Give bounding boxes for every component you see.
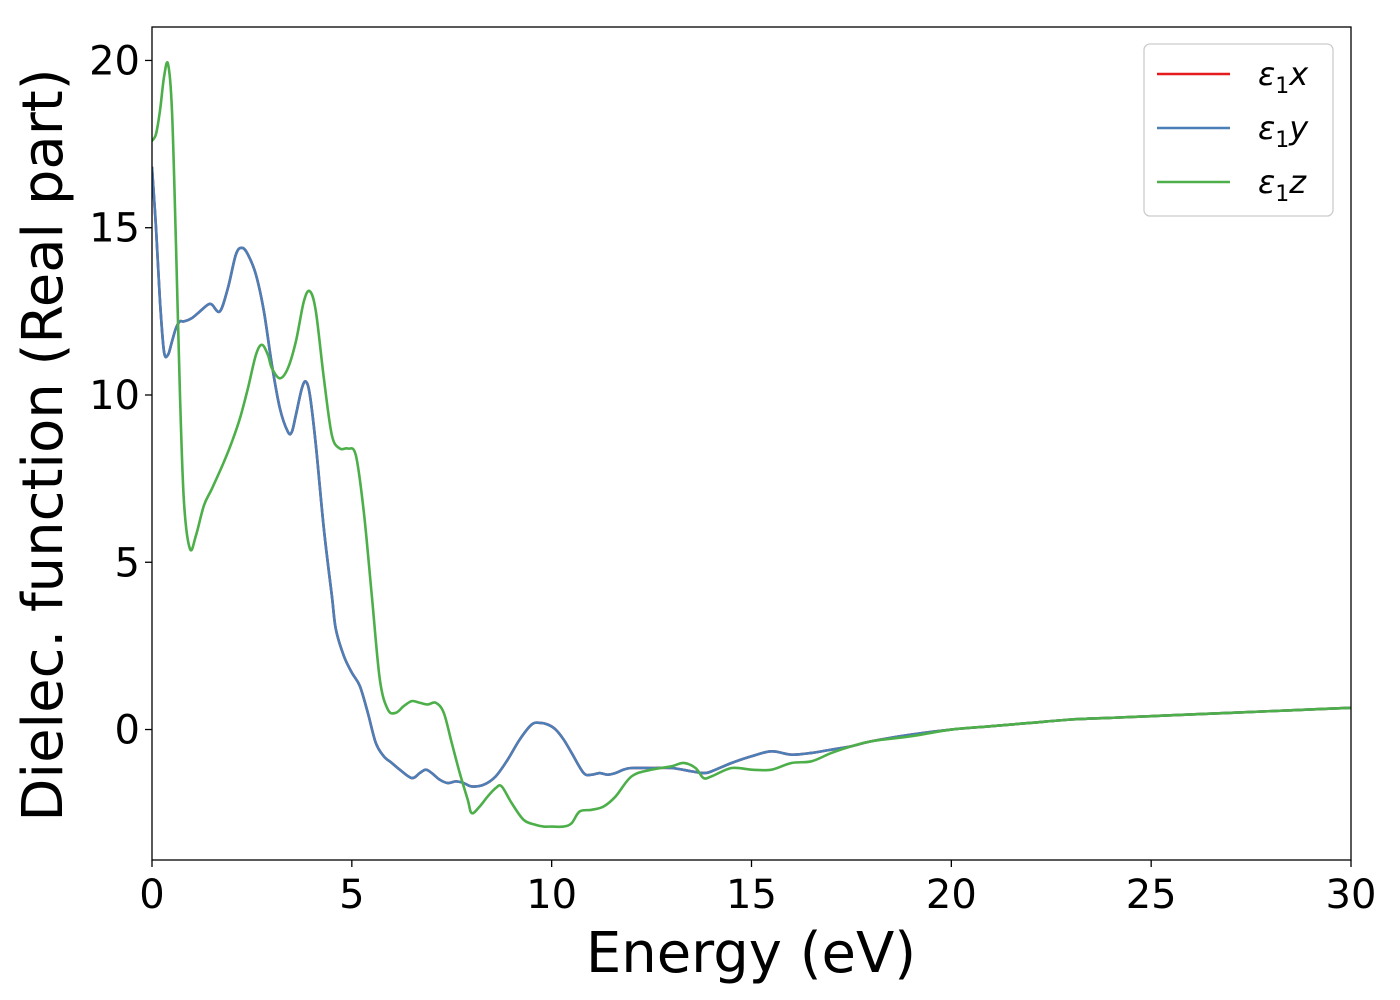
x-tick-label: 0 — [139, 872, 164, 918]
y-tick-label: 0 — [115, 708, 140, 754]
y-tick-label: 15 — [89, 206, 140, 252]
legend-label-main: ε — [1258, 55, 1275, 93]
x-tick-label: 20 — [926, 872, 977, 918]
x-axis: 0 5 10 15 20 25 30 — [139, 860, 1376, 918]
x-axis-title: Energy (eV) — [586, 921, 916, 986]
series-line-y — [152, 166, 1351, 788]
y-axis-title: Dielec. function (Real part) — [11, 68, 76, 821]
legend-box — [1143, 43, 1334, 217]
legend-label-main: ε — [1258, 109, 1275, 147]
y-tick-label: 20 — [89, 38, 140, 84]
x-tick-label: 15 — [726, 872, 777, 918]
legend-label-subscript: 1 — [1275, 74, 1289, 99]
legend-label-suffix: x — [1288, 55, 1309, 93]
legend-label-subscript: 1 — [1275, 128, 1289, 153]
legend-label-main: ε — [1258, 163, 1275, 201]
y-tick-label: 10 — [89, 373, 140, 419]
legend-label-y: ε1y — [1258, 109, 1309, 153]
y-tick-label: 5 — [115, 540, 140, 586]
series-line-z — [152, 61, 1351, 829]
legend-label-suffix: y — [1288, 109, 1309, 147]
legend-label-x: ε1x — [1258, 55, 1309, 99]
x-tick-label: 10 — [526, 872, 577, 918]
series-line-x — [152, 166, 1351, 788]
x-tick-label: 25 — [1126, 872, 1177, 918]
legend-label-suffix: z — [1288, 163, 1307, 201]
legend-label-subscript: 1 — [1275, 182, 1289, 207]
series-layer — [152, 61, 1351, 829]
x-tick-label: 30 — [1326, 872, 1377, 918]
x-tick-label: 5 — [339, 872, 364, 918]
legend-label-z: ε1z — [1258, 163, 1307, 207]
y-axis: 0 5 10 15 20 — [89, 38, 152, 754]
